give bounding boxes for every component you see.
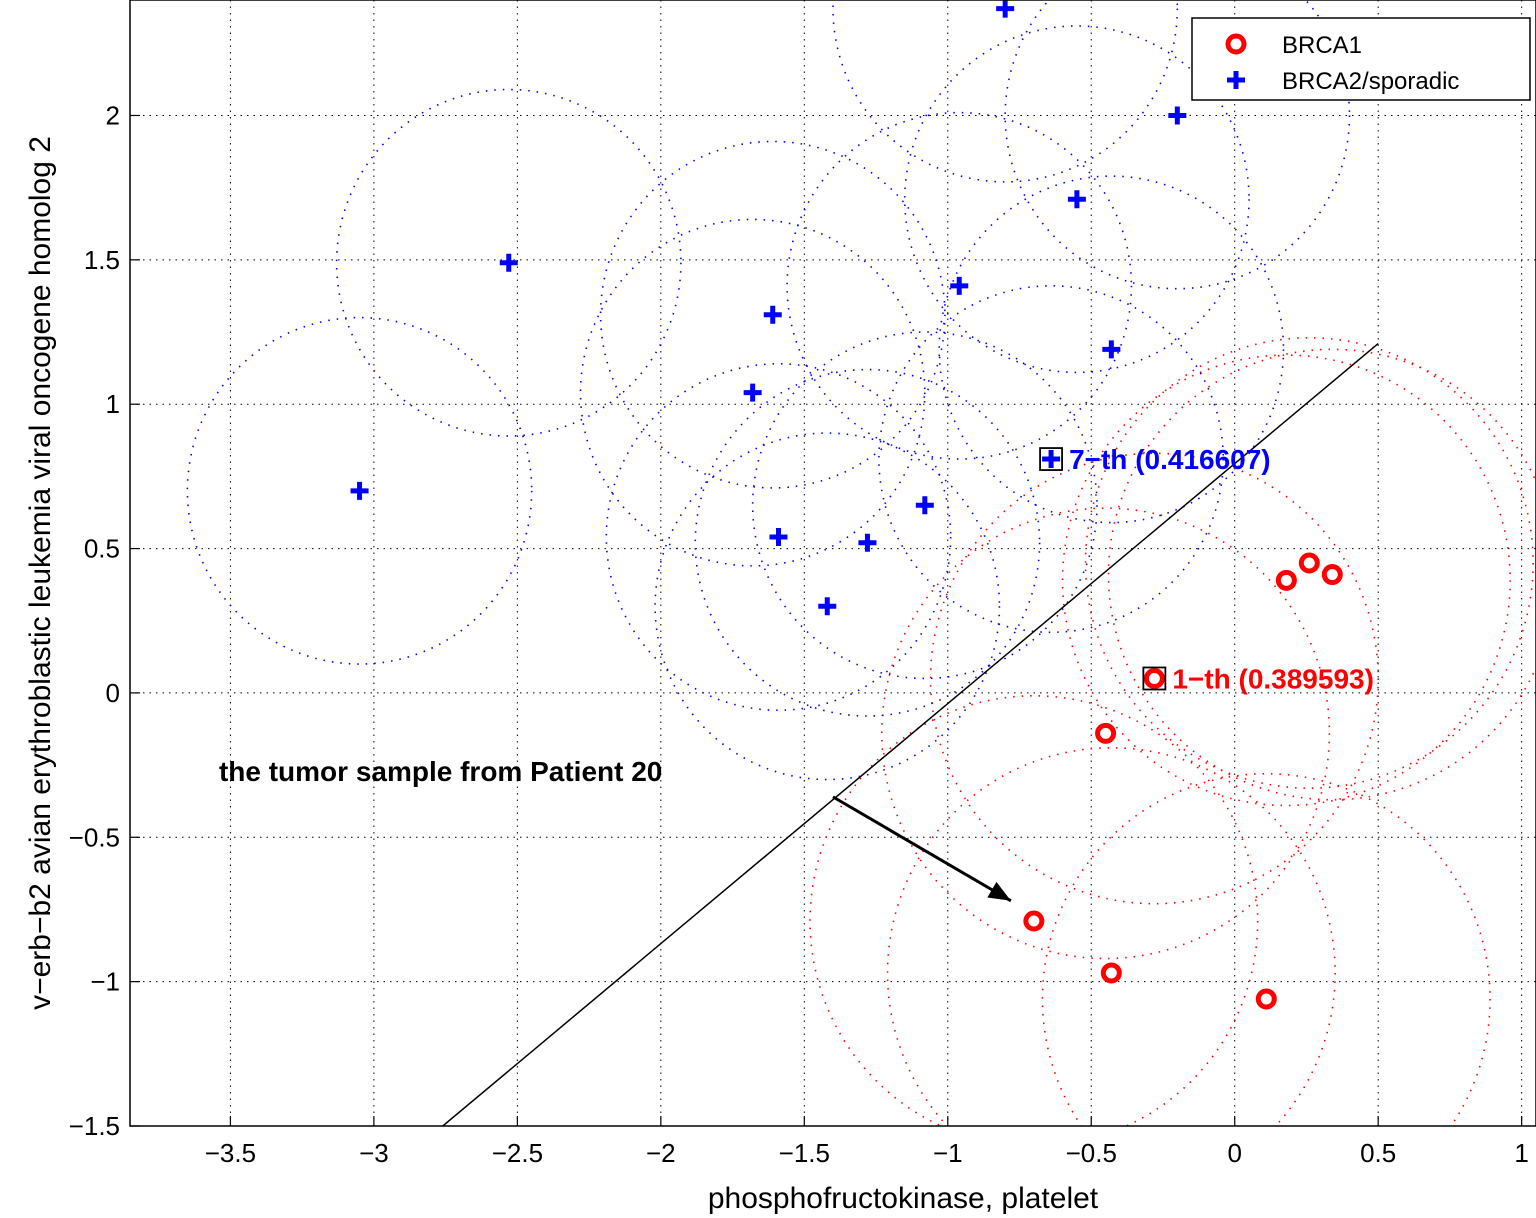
legend-marker-brca1 [1225, 33, 1247, 55]
neighborhood-circle [786, 111, 1133, 460]
brca1-point [1298, 552, 1320, 574]
neighborhood-circle [809, 695, 1259, 1126]
brca2-point [996, 0, 1015, 18]
y-tick-label: 2 [106, 100, 120, 130]
decision-line-layer [442, 342, 1379, 1126]
neighborhood-circle [832, 0, 1179, 183]
y-tick-label: −0.5 [69, 822, 120, 852]
brca2-point [743, 383, 762, 402]
x-tick-label: 0 [1227, 1138, 1241, 1168]
neighborhood-circle [1061, 354, 1511, 807]
brca2-point [950, 276, 969, 295]
brca2-point [1102, 340, 1121, 359]
brca2-point [818, 597, 837, 616]
neighborhood-circle [929, 452, 1379, 905]
neighborhood-circle [1041, 773, 1491, 1126]
x-axis-title: phosphofructokinase, platelet [708, 1182, 1099, 1215]
y-axis-title: v−erb−b2 avian erythroblastic leukemia v… [24, 136, 57, 1010]
y-tick-label: 0 [106, 678, 120, 708]
neighborhood-circle [880, 507, 1331, 960]
neighborhood-circle [878, 285, 1225, 634]
brca1-point [1275, 569, 1297, 591]
brca2-point [858, 533, 877, 552]
brca2-point [1042, 450, 1061, 469]
highlight-label: 7−th (0.416607) [1069, 444, 1271, 475]
legend-label: BRCA1 [1282, 32, 1362, 59]
neighborhood-circle [1084, 336, 1534, 789]
brca1-point [1143, 667, 1165, 689]
neighborhood-circle [654, 432, 1001, 781]
neighborhood-circle [335, 88, 682, 437]
annotation-arrow-shaft [832, 795, 1012, 903]
x-tick-label: −3 [359, 1138, 389, 1168]
y-tick-label: −1.5 [69, 1111, 120, 1141]
y-tick-label: 1 [106, 389, 120, 419]
y-tick-label: 0.5 [84, 534, 120, 564]
x-tick-label: −1 [933, 1138, 963, 1168]
brca1-point [1023, 910, 1045, 932]
x-tick-label: −3.5 [205, 1138, 256, 1168]
legend-box [1191, 17, 1531, 101]
neighborhood-circle [694, 368, 1041, 717]
legend-label: BRCA2/sporadic [1282, 68, 1459, 95]
neighborhood-circle [938, 175, 1285, 524]
neighborhood-circle [605, 362, 952, 712]
neighborhood-circle [886, 747, 1336, 1126]
points-layer [350, 0, 1343, 1010]
brca1-point [1095, 722, 1117, 744]
neighborhood-circle [751, 331, 1098, 680]
brca1-point [1255, 988, 1277, 1010]
x-tick-label: −0.5 [1066, 1138, 1117, 1168]
annotation-layer: 7−th (0.416607) 1−th (0.389593) the tumor … [219, 444, 1374, 903]
highlight-box [1039, 447, 1063, 471]
brca2-point [769, 528, 788, 547]
x-tick-label: −2.5 [492, 1138, 543, 1168]
legend-marker-brca2 [1227, 71, 1245, 89]
x-tick-label: 1 [1514, 1138, 1528, 1168]
neighborhood-circles-layer [186, 0, 1536, 1126]
plot-frame [129, 0, 1536, 1127]
x-tick-label: 0.5 [1360, 1138, 1396, 1168]
neighborhood-circle [599, 140, 946, 489]
brca2-point [499, 253, 518, 272]
neighborhood-circle [186, 316, 533, 665]
highlight-box [1142, 666, 1167, 691]
x-tick-label: −2 [646, 1138, 676, 1168]
highlight-label: 1−th (0.389593) [1172, 663, 1374, 694]
brca2-point [763, 305, 782, 324]
legend: BRCA1 BRCA2/sporadic [1191, 17, 1531, 101]
annotation-arrow-head [987, 881, 1011, 901]
ticks-layer: −3.5 −3 −2.5 −2 −1.5 −1 −0.5 0 0.5 1 −1.5 −1 −0.5 0 0.… [69, 100, 1529, 1168]
brca2-point [1168, 106, 1187, 125]
brca1-point [1100, 962, 1122, 984]
x-tick-label: −1.5 [779, 1138, 830, 1168]
patient-annotation: the tumor sample from Patient 20 [219, 756, 662, 787]
neighborhood-circle [1004, 0, 1351, 290]
brca1-point [1321, 564, 1343, 586]
brca2-point [1067, 190, 1086, 209]
y-tick-label: 1.5 [84, 245, 120, 275]
brca2-point [350, 481, 369, 500]
y-tick-label: −1 [90, 967, 120, 997]
brca2-point [915, 496, 934, 515]
decision-boundary-line [442, 342, 1379, 1126]
